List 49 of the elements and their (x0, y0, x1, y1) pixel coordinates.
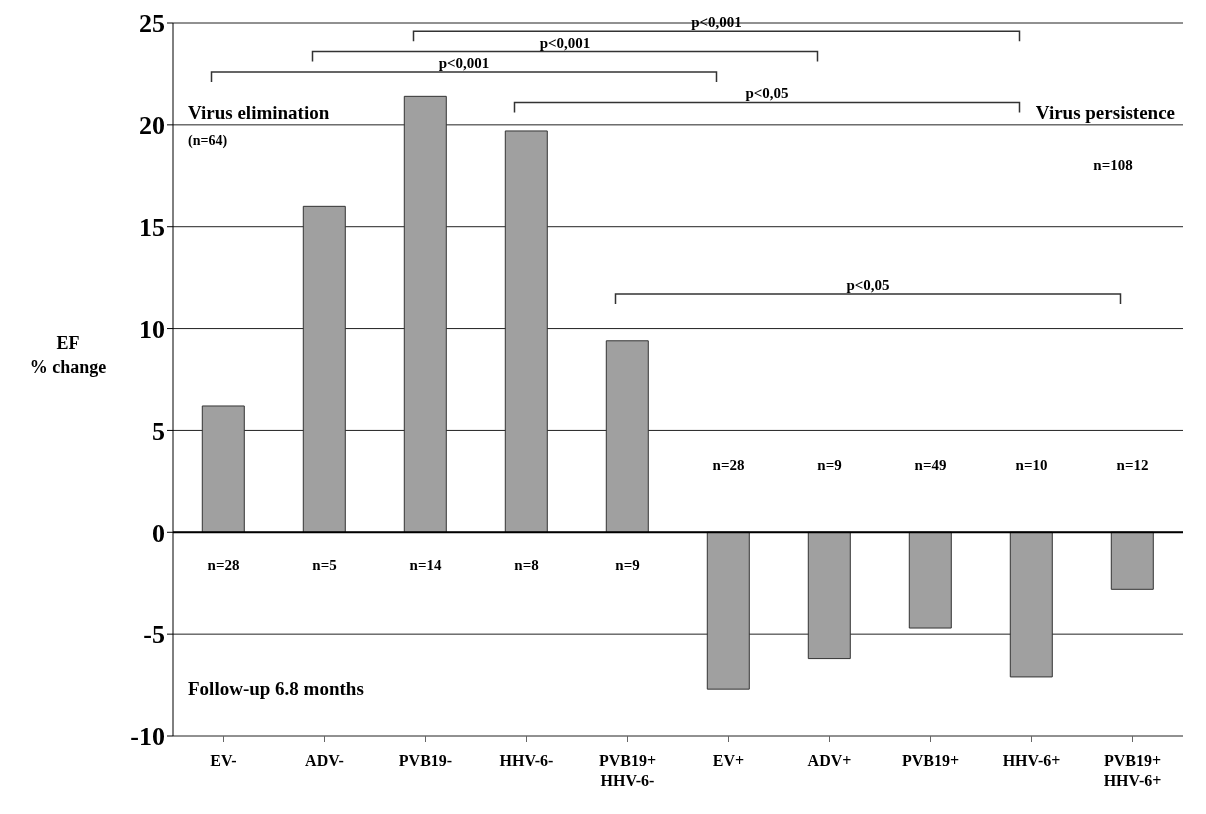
x-tick-label: HHV-6+ (1002, 752, 1061, 769)
annotation: (n=64) (188, 133, 228, 150)
x-tick-label: PVB19+ HHV-6- (598, 752, 657, 789)
y-tick-label: 25 (139, 9, 165, 39)
annotation: Virus elimination (188, 101, 330, 123)
bar (403, 95, 447, 533)
y-axis-title: EF % change (29, 332, 107, 377)
x-tick-label: ADV- (305, 752, 344, 769)
y-tick-label: 10 (139, 314, 165, 344)
bar (1110, 531, 1154, 590)
bar (908, 531, 952, 629)
annotation: p<0,05 (846, 276, 890, 293)
annotation: p<0,001 (438, 54, 490, 71)
bar (201, 405, 245, 533)
bar (605, 340, 649, 533)
annotation: p<0,05 (745, 85, 789, 102)
bar (706, 531, 750, 690)
x-tick-label: PVB19+ (901, 752, 960, 769)
annotation: n=12 (1116, 457, 1149, 474)
bar (504, 130, 548, 533)
annotation: n=5 (312, 557, 337, 574)
x-tick-label: ADV+ (807, 752, 852, 769)
annotation: n=28 (207, 557, 240, 574)
x-tick-label: HHV-6- (499, 752, 554, 769)
annotation: n=14 (409, 557, 442, 574)
annotation: n=49 (914, 457, 947, 474)
bar (807, 531, 851, 660)
annotation: n=8 (514, 557, 539, 574)
annotation: p<0,001 (691, 14, 742, 31)
annotation: n=108 (1093, 156, 1133, 173)
y-tick-label: 15 (139, 212, 165, 242)
y-tick-label: 20 (139, 111, 165, 141)
y-tick-label: -10 (130, 722, 165, 752)
x-tick-label: EV- (210, 752, 237, 769)
annotation: n=9 (615, 557, 640, 574)
bar (1009, 531, 1053, 678)
annotation: Follow-up 6.8 months (188, 678, 364, 700)
annotation: n=9 (817, 457, 842, 474)
y-tick-label: 5 (152, 416, 165, 446)
x-tick-label: PVB19- (398, 752, 453, 769)
bar (302, 205, 346, 533)
annotation: n=10 (1015, 457, 1048, 474)
y-tick-label: -5 (143, 620, 165, 650)
x-tick-label: PVB19+ HHV-6+ (1103, 752, 1162, 789)
y-tick-label: 0 (152, 518, 165, 548)
annotation: p<0,001 (539, 34, 591, 51)
annotation: n=28 (712, 457, 745, 474)
annotation: Virus persistence (1035, 101, 1175, 123)
x-tick-label: EV+ (712, 752, 745, 769)
